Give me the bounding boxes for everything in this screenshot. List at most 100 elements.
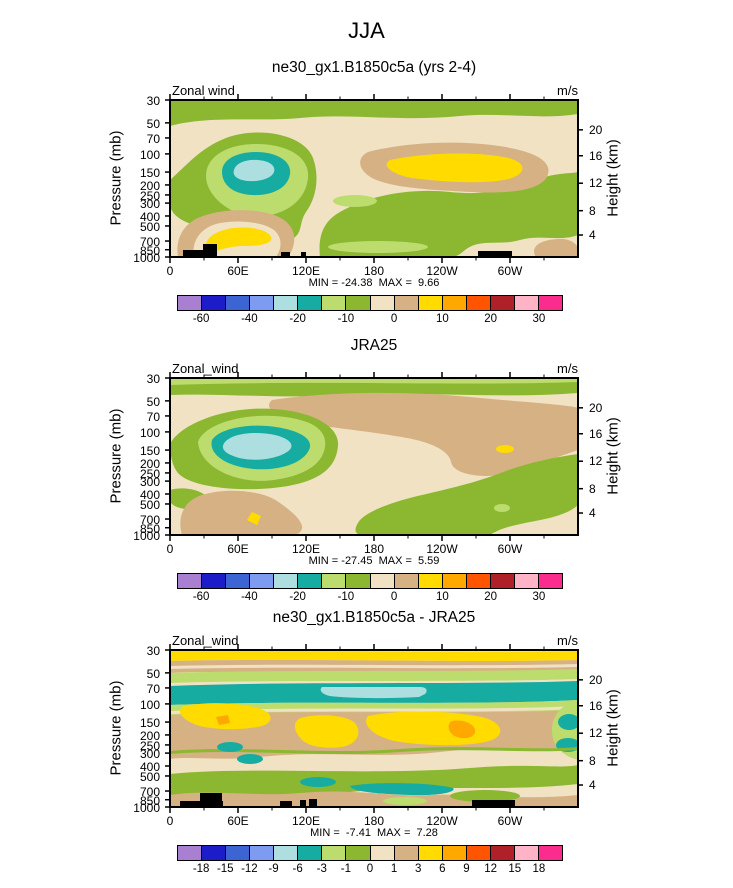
lon-tick-label: 120E <box>291 542 321 556</box>
colorbar-segment <box>345 574 370 588</box>
colorbar-tick-label: 1 <box>390 863 398 875</box>
colorbar-segment <box>297 296 322 310</box>
pressure-tick-label: 500 <box>139 497 160 512</box>
colorbar-segment <box>201 296 226 310</box>
colorbar-segment <box>465 846 490 860</box>
colorbar-segment <box>417 574 442 588</box>
colorbar-segment <box>393 296 418 310</box>
plot-frame <box>165 94 583 263</box>
colorbar-segment <box>321 574 346 588</box>
colorbar-segment <box>537 846 562 860</box>
pressure-tick-label: 400 <box>139 209 160 224</box>
lon-tick-labels: 0 60E 120E 180 120W 60W <box>166 814 578 828</box>
height-tick-label: 20 <box>589 122 603 137</box>
colorbar-tick-label: 0 <box>390 591 398 603</box>
colorbar-tick-label: -9 <box>268 863 279 875</box>
colorbar-segment <box>513 574 538 588</box>
height-tick-label: 8 <box>589 753 596 768</box>
pressure-tick-label: 150 <box>139 444 160 459</box>
colorbar-tick-label: 30 <box>532 591 546 603</box>
pressure-tick-label: 30 <box>146 372 160 386</box>
pressure-tick-label: 250 <box>139 466 160 481</box>
lon-tick-label: 60E <box>227 264 249 278</box>
colorbar-tick-label: 6 <box>439 863 446 875</box>
colorbar-segment <box>345 846 370 860</box>
colorbar-segment <box>178 846 202 860</box>
pressure-tick-labels: 30 50 70 100 150 200 250 300 400 500 700 850 1000 <box>118 644 162 815</box>
height-tick-label: 16 <box>589 698 603 713</box>
colorbar-tick-label: 10 <box>435 591 449 603</box>
colorbar-tick-label: 3 <box>415 863 422 875</box>
colorbar-tick-label: 30 <box>532 313 546 325</box>
lon-tick-label: 120W <box>426 814 458 828</box>
panel-subtitle: ne30_gx1.B1850c5a (yrs 2-4) <box>271 59 477 76</box>
pressure-tick-label: 200 <box>139 456 160 471</box>
colorbar-bar <box>177 295 563 311</box>
height-tick-labels: 20 16 12 8 4 <box>587 100 627 257</box>
colorbar-tick-label: -10 <box>337 313 355 325</box>
main-title: JJA <box>348 18 385 43</box>
colorbar-tick-label: -20 <box>289 313 306 325</box>
colorbar-segment <box>225 296 250 310</box>
topography-marks <box>180 793 515 807</box>
lon-tick-labels: 0 60E 120E 180 120W 60W <box>166 542 578 556</box>
colorbar-tick-label: 15 <box>508 863 522 875</box>
colorbar-segment <box>537 574 562 588</box>
topography-marks <box>183 244 512 257</box>
panel-subtitle: JRA25 <box>350 337 398 354</box>
colorbar-segment <box>369 846 394 860</box>
colorbar-tick-label: 20 <box>484 313 498 325</box>
lon-tick-label: 60W <box>497 814 523 828</box>
height-tick-label: 8 <box>589 481 596 496</box>
colorbar-segment <box>225 846 250 860</box>
pressure-tick-label: 250 <box>139 738 160 753</box>
colorbar-segment <box>345 296 370 310</box>
height-tick-label: 4 <box>589 506 596 521</box>
pressure-tick-label: 30 <box>146 94 160 108</box>
units-label: m/s <box>557 83 578 98</box>
colorbar-tick-label: -60 <box>192 591 210 603</box>
colorbar: -60 -40 -20 -10 0 10 20 30 <box>177 573 563 604</box>
lon-tick-label: 120E <box>291 814 321 828</box>
pressure-tick-label: 150 <box>139 716 160 731</box>
field-label: Zonal_wind <box>172 361 239 376</box>
pressure-tick-label: 30 <box>146 644 160 658</box>
colorbar-segment <box>441 574 466 588</box>
colorbar-tick-label: -10 <box>337 591 355 603</box>
lon-tick-label: 180 <box>363 814 385 828</box>
pressure-tick-labels: 30 50 70 100 150 200 250 300 400 500 700 850 1000 <box>118 372 162 543</box>
pressure-tick-label: 500 <box>139 769 160 784</box>
plot-frame <box>165 372 583 541</box>
colorbar-labels: -60 -40 -20 -10 0 10 20 30 <box>177 311 563 326</box>
colorbar-segment <box>297 574 322 588</box>
lon-tick-label: 0 <box>166 542 174 556</box>
pressure-tick-label: 300 <box>139 197 160 212</box>
pressure-tick-label: 200 <box>139 728 160 743</box>
lon-tick-label: 60E <box>227 814 249 828</box>
pressure-tick-label: 500 <box>139 219 160 234</box>
colorbar-segment <box>201 846 226 860</box>
colorbar: -60 -40 -20 -10 0 10 20 30 <box>177 295 563 326</box>
colorbar-segment <box>273 574 298 588</box>
colorbar-tick-label: -60 <box>192 313 210 325</box>
height-tick-label: 16 <box>589 148 603 163</box>
colorbar-bar <box>177 573 563 589</box>
colorbar-tick-label: -40 <box>241 591 258 603</box>
colorbar-tick-label: -3 <box>316 863 327 875</box>
pressure-tick-label: 70 <box>146 131 160 146</box>
colorbar-tick-label: -20 <box>289 591 306 603</box>
colorbar-segment <box>249 846 274 860</box>
pressure-tick-label: 400 <box>139 759 160 774</box>
pressure-tick-label: 70 <box>146 681 160 696</box>
lon-tick-label: 60W <box>497 264 523 278</box>
height-tick-label: 12 <box>589 454 603 469</box>
pressure-tick-label: 700 <box>139 235 160 250</box>
colorbar-segment <box>489 296 514 310</box>
colorbar-segment <box>369 574 394 588</box>
colorbar-tick-label: 10 <box>435 313 449 325</box>
height-tick-labels: 20 16 12 8 4 <box>587 378 627 535</box>
lon-tick-labels: 0 60E 120E 180 120W 60W <box>167 264 578 278</box>
lon-tick-label: 0 <box>166 814 174 828</box>
colorbar-tick-label: -6 <box>292 863 303 875</box>
